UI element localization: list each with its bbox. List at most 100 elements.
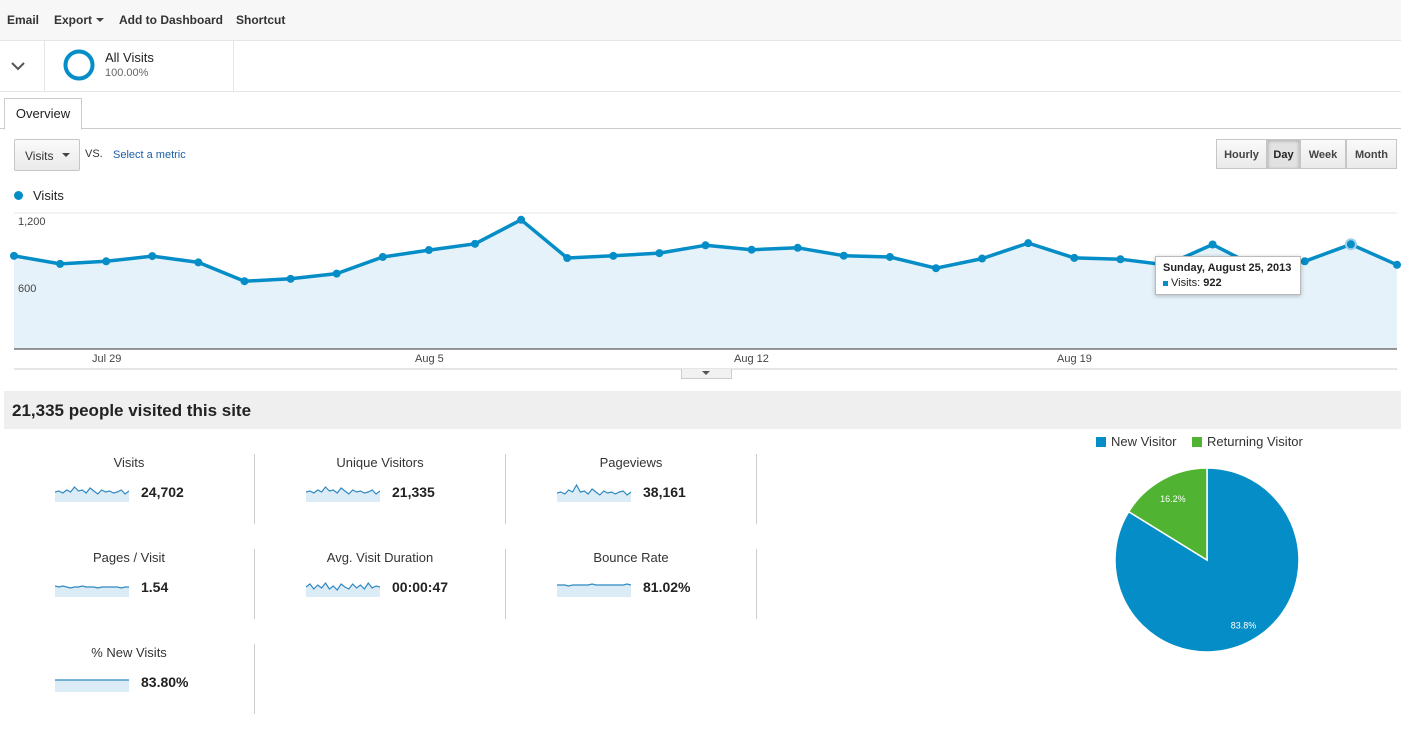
x-tick-label: Jul 29 — [92, 353, 122, 365]
metric-value: 24,702 — [141, 484, 184, 500]
report-toolbar: Email Export Add to Dashboard Shortcut — [0, 0, 1401, 41]
y-tick-1200: 1,200 — [18, 216, 46, 228]
metric-card-unique-visitors[interactable]: Unique Visitors 21,335 — [255, 448, 505, 518]
data-point — [839, 251, 848, 260]
tooltip-label: Visits: — [1171, 277, 1201, 289]
sparkline — [55, 585, 129, 597]
sparkline-line — [55, 585, 129, 589]
chart-tooltip: Sunday, August 25, 2013 Visits: 922 — [1155, 256, 1301, 295]
data-point — [286, 274, 295, 283]
y-tick-600: 600 — [18, 283, 37, 295]
divider — [254, 644, 255, 714]
sparkline-area — [55, 487, 129, 502]
metric-value: 38,161 — [643, 484, 686, 500]
data-point — [517, 215, 526, 224]
metric-card-pages-per-visit[interactable]: Pages / Visit 1.54 — [4, 543, 254, 613]
summary-headline: 21,335 people visited this site — [12, 401, 252, 420]
month-button[interactable]: Month — [1346, 139, 1397, 169]
export-button[interactable]: Export — [54, 13, 105, 27]
data-point — [609, 251, 618, 260]
legend-swatch — [1096, 437, 1106, 447]
metric-title: Pageviews — [599, 455, 663, 470]
segment-bar: All Visits 100.00% — [0, 41, 1401, 92]
data-point — [102, 257, 111, 266]
pie-legend-returning-visitor[interactable]: Returning Visitor — [1192, 434, 1303, 449]
tooltip-swatch — [1163, 281, 1168, 286]
data-point — [1344, 238, 1357, 251]
sparkline — [55, 486, 129, 502]
sparkline — [557, 483, 631, 502]
legend-swatch — [1192, 437, 1202, 447]
divider — [254, 549, 255, 619]
data-point — [747, 245, 756, 254]
tab-overview[interactable]: Overview — [4, 98, 82, 130]
caret-down-icon — [62, 153, 70, 157]
tooltip-date: Sunday, August 25, 2013 — [1163, 262, 1292, 274]
data-point — [378, 252, 387, 261]
vs-label: VS. — [85, 148, 103, 160]
divider — [254, 454, 255, 524]
summary-header: 21,335 people visited this site — [4, 391, 1401, 429]
sparkline-line — [306, 486, 380, 495]
metric-card-avg-visit-duration[interactable]: Avg. Visit Duration 00:00:47 — [255, 543, 505, 613]
data-point — [148, 252, 157, 261]
metric-value: 1.54 — [141, 579, 169, 595]
data-point — [1070, 253, 1079, 262]
metric-title: Avg. Visit Duration — [326, 550, 434, 565]
metric-card-pageviews[interactable]: Pageviews 38,161 — [506, 448, 756, 518]
data-point — [1300, 257, 1309, 266]
data-point — [655, 249, 664, 258]
select-metric-link[interactable]: Select a metric — [113, 149, 186, 161]
data-point — [1024, 239, 1033, 248]
pie-slice-label: 16.2% — [1160, 494, 1186, 504]
metric-card-bounce-rate[interactable]: Bounce Rate 81.02% — [506, 543, 756, 613]
day-button[interactable]: Day — [1267, 139, 1300, 169]
sparkline — [55, 679, 129, 692]
shortcut-button[interactable]: Shortcut — [236, 13, 286, 27]
legend-swatch-visits — [14, 191, 23, 200]
legend-label: Returning Visitor — [1207, 434, 1303, 449]
visitor-type-pie-chart: 83.8% 16.2% — [1114, 467, 1300, 653]
x-tick-label: Aug 5 — [415, 353, 444, 365]
data-point — [56, 259, 65, 268]
pie-legend-new-visitor[interactable]: New Visitor — [1096, 434, 1177, 449]
metric-title: Unique Visitors — [336, 455, 424, 470]
data-point — [563, 253, 572, 262]
caret-down-icon — [96, 18, 105, 22]
sparkline-area — [55, 680, 129, 692]
data-point — [424, 246, 433, 255]
divider — [756, 454, 757, 524]
metric-select[interactable]: Visits — [14, 139, 80, 171]
caret-down-icon — [702, 371, 710, 375]
chart-collapse-handle[interactable] — [681, 369, 732, 379]
sparkline-line — [306, 581, 380, 591]
pie-slice — [1127, 467, 1208, 562]
hourly-button[interactable]: Hourly — [1216, 139, 1267, 169]
sparkline — [306, 486, 380, 502]
segment-toggle[interactable] — [0, 41, 45, 91]
export-label: Export — [54, 13, 93, 27]
add-to-dashboard-button[interactable]: Add to Dashboard — [119, 13, 223, 27]
week-button[interactable]: Week — [1300, 139, 1346, 169]
visits-line-chart — [10, 212, 1401, 370]
data-point — [932, 264, 940, 273]
tooltip-value-line: Visits: 922 — [1171, 277, 1222, 289]
metric-card-new-visits[interactable]: % New Visits 83.80% — [4, 638, 254, 708]
legend-label: New Visitor — [1111, 434, 1177, 449]
segment-all-visits[interactable]: All Visits 100.00% — [45, 41, 234, 91]
metric-title: Pages / Visit — [92, 550, 166, 565]
divider — [756, 549, 757, 619]
metric-title: Visits — [113, 455, 145, 470]
sparkline-area — [557, 584, 631, 597]
tooltip-value: 922 — [1203, 277, 1222, 289]
metric-select-label: Visits — [25, 149, 54, 163]
pie-slice-label: 83.8% — [1231, 621, 1257, 631]
divider — [505, 549, 506, 619]
data-point — [978, 254, 987, 263]
data-point — [1116, 255, 1125, 264]
sparkline-line — [557, 483, 631, 496]
metric-card-visits[interactable]: Visits 24,702 — [4, 448, 254, 518]
sparkline-area — [55, 586, 129, 597]
email-button[interactable]: Email — [7, 13, 40, 27]
segment-percent: 100.00% — [105, 67, 149, 79]
